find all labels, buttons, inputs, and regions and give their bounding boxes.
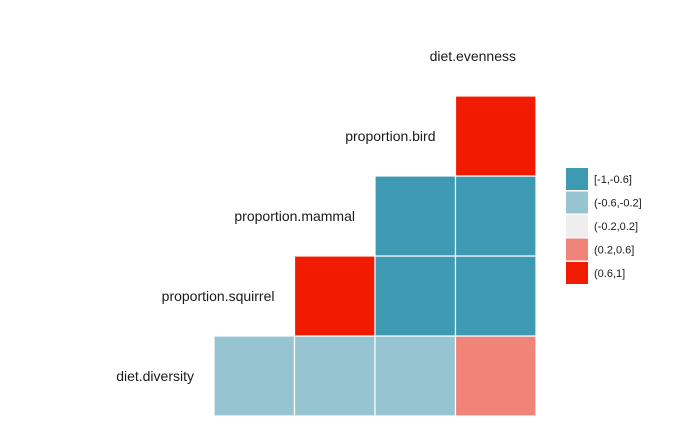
variable-label-proportion.squirrel: proportion.squirrel (162, 288, 275, 304)
legend-swatch-4 (566, 262, 588, 284)
variable-label-proportion.mammal: proportion.mammal (234, 208, 355, 224)
variable-label-proportion.bird: proportion.bird (345, 128, 435, 144)
variable-label-diet.evenness: diet.evenness (430, 48, 516, 64)
legend-label-4: (0.6,1] (594, 268, 625, 280)
legend-label-2: (-0.2,0.2] (594, 221, 638, 233)
heatmap-cell-proportion.squirrel-proportion.mammal (293, 255, 376, 337)
heatmap-cell-proportion.mammal-diet.evenness (454, 175, 537, 257)
variable-label-diet.diversity: diet.diversity (116, 368, 194, 384)
heatmap-cell-proportion.bird-diet.evenness (454, 95, 537, 177)
heatmap-cell-diet.diversity-proportion.squirrel (213, 335, 296, 417)
legend-label-3: (0.2,0.6] (594, 245, 634, 257)
legend-swatch-1 (566, 191, 588, 214)
heatmap-cell-diet.diversity-diet.evenness (454, 335, 537, 417)
heatmap-cells (213, 95, 537, 417)
legend: [-1,-0.6] (-0.6,-0.2] (-0.2,0.2] (0.2,0.6] (… (566, 168, 642, 284)
heatmap-cell-proportion.squirrel-diet.evenness (454, 255, 537, 337)
legend-label-0: [-1,-0.6] (594, 174, 632, 186)
heatmap-cell-proportion.mammal-proportion.bird (374, 175, 457, 257)
heatmap-cell-diet.diversity-proportion.bird (374, 335, 457, 417)
legend-label-1: (-0.6,-0.2] (594, 198, 642, 210)
legend-swatch-3 (566, 238, 588, 261)
legend-swatch-0 (566, 168, 588, 190)
variable-labels: diet.diversity proportion.squirrel proport… (116, 48, 516, 384)
heatmap-cell-proportion.squirrel-proportion.bird (374, 255, 457, 337)
legend-swatch-2 (566, 215, 588, 237)
heatmap-cell-diet.diversity-proportion.mammal (293, 335, 376, 417)
